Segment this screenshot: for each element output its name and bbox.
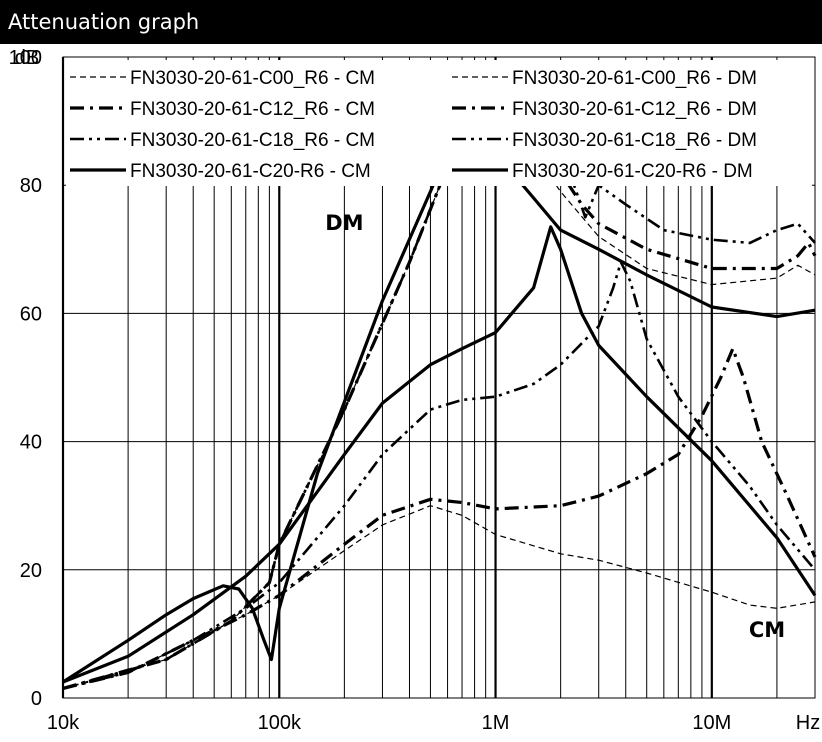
legend-entry-7: FN3030-20-61-C20-R6 - CM <box>130 161 371 182</box>
annotations: DM CM <box>325 211 785 642</box>
legend-entry-8: FN3030-20-61-C20-R6 - DM <box>512 161 753 182</box>
legend-entry-6: FN3030-20-61-C18_R6 - DM <box>512 130 757 151</box>
x-tick-label: 1M <box>482 712 510 734</box>
y-tick-label: 60 <box>20 303 42 325</box>
x-tick-label: 10k <box>47 712 80 734</box>
series-line-7 <box>62 225 817 684</box>
series-line-2 <box>62 120 816 689</box>
y-tick-label: 20 <box>20 560 42 582</box>
y-tick-label: 80 <box>20 175 42 197</box>
series-line-1 <box>62 505 816 689</box>
legend-entry-1: FN3030-20-61-C00_R6 - CM <box>130 68 375 89</box>
legend-entry-5: FN3030-20-61-C18_R6 - CM <box>130 130 375 151</box>
x-axis-unit: Hz <box>796 712 820 734</box>
annotation-dm: DM <box>325 211 363 235</box>
series-line-4 <box>62 109 817 690</box>
axis-labels: 0 20 40 60 80 100 10k 100k 1M 10M dB Hz <box>9 47 821 734</box>
x-tick-label: 100k <box>258 712 302 734</box>
legend-entry-2: FN3030-20-61-C00_R6 - DM <box>512 68 757 89</box>
plot-frame <box>62 56 816 699</box>
series-group <box>62 107 817 690</box>
series-line-5 <box>62 260 816 690</box>
y-axis-unit: dB <box>15 47 39 69</box>
chart-title: Attenuation graph <box>8 10 200 34</box>
series-line-6 <box>62 107 816 690</box>
x-tick-label: 10M <box>692 712 731 734</box>
y-tick-label: 0 <box>31 688 42 710</box>
annotation-cm: CM <box>749 618 785 642</box>
legend-background <box>66 60 812 186</box>
legend-entry-4: FN3030-20-61-C12_R6 - DM <box>512 99 757 120</box>
legend-entry-3: FN3030-20-61-C12_R6 - CM <box>130 99 375 120</box>
y-tick-label: 100 <box>9 47 42 69</box>
series-line-3 <box>62 347 817 690</box>
series-line-8 <box>62 116 816 684</box>
y-tick-label: 40 <box>20 432 42 454</box>
legend: FN3030-20-61-C00_R6 - CM FN3030-20-61-C00… <box>66 60 812 186</box>
chart-header-bar: Attenuation graph <box>0 0 822 44</box>
